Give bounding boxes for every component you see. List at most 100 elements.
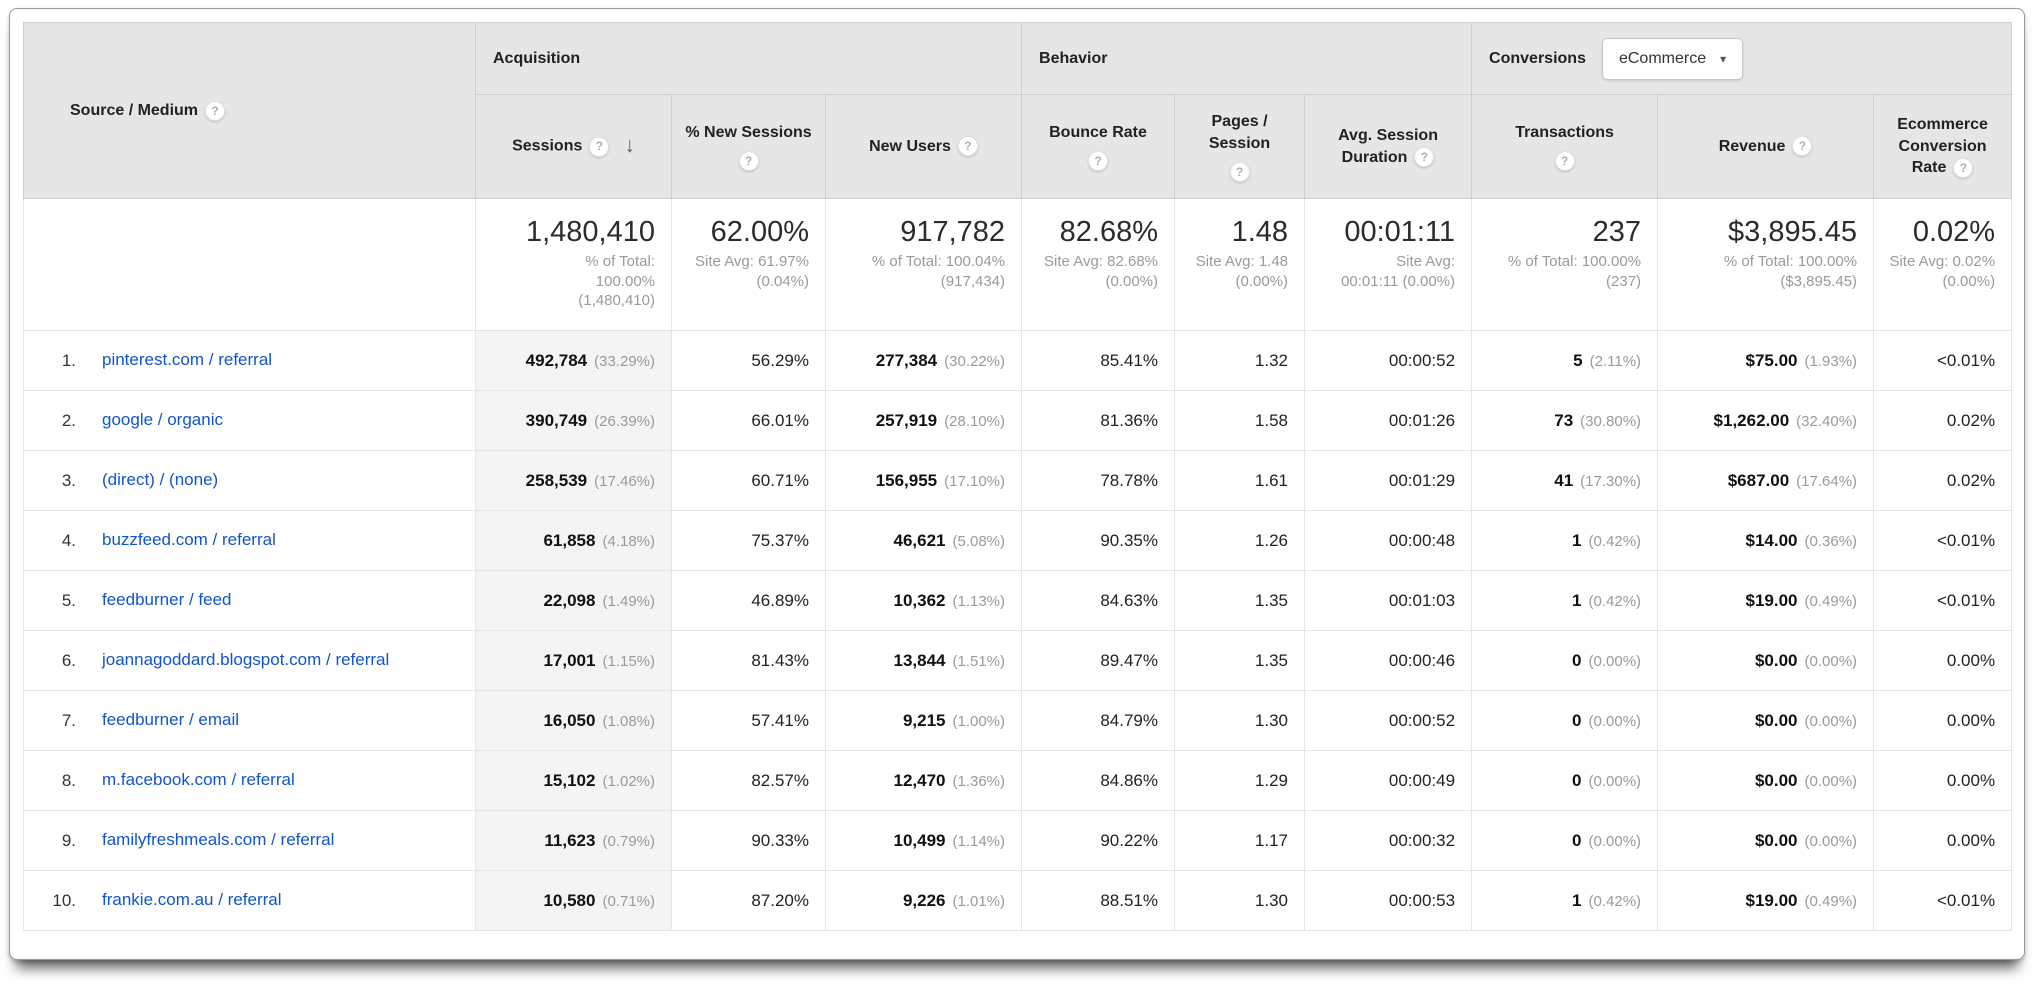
help-icon[interactable]: ?	[738, 150, 759, 171]
pages-session-cell: 1.35	[1174, 570, 1306, 631]
source-medium-cell: 1. pinterest.com / referral	[23, 330, 476, 391]
revenue-cell: $0.00 (0.00%)	[1657, 810, 1875, 871]
table-row: 3. (direct) / (none) 258,539 (17.46%) 60.…	[23, 450, 2013, 511]
sessions-cell: 492,784 (33.29%)	[475, 330, 672, 391]
group-header-acquisition: Acquisition	[474, 22, 1023, 95]
avg-session-duration-cell: 00:01:03	[1304, 570, 1473, 631]
bounce-rate-value: 84.79%	[1100, 710, 1159, 730]
pages-session-value: 1.26	[1254, 530, 1289, 550]
row-rank: 5.	[61, 590, 76, 610]
totals-bounce-cell: 82.68% Site Avg: 82.68% (0.00%)	[1021, 198, 1176, 331]
totals-pages-value: 1.48	[1231, 216, 1289, 248]
source-medium-link[interactable]: frankie.com.au / referral	[102, 890, 282, 910]
totals-row: 1,480,410 % of Total: 100.00% (1,480,410…	[23, 198, 2013, 331]
source-medium-link[interactable]: pinterest.com / referral	[102, 350, 273, 370]
revenue-cell: $0.00 (0.00%)	[1657, 630, 1875, 691]
help-icon[interactable]: ?	[1792, 136, 1813, 157]
source-medium-link[interactable]: (direct) / (none)	[102, 470, 219, 490]
pages-session-cell: 1.32	[1174, 330, 1306, 391]
row-rank: 3.	[61, 470, 76, 490]
bounce-rate-cell: 85.41%	[1021, 330, 1176, 391]
column-header-bounce-rate[interactable]: Bounce Rate?	[1021, 94, 1176, 199]
totals-duration-value: 00:01:11	[1344, 216, 1456, 248]
new-sessions-value: 46.89%	[751, 590, 809, 610]
pages-session-value: 1.29	[1254, 770, 1289, 790]
conversions-metric-dropdown[interactable]: eCommerce ▾	[1601, 37, 1744, 80]
avg-session-duration-cell: 00:00:48	[1304, 510, 1473, 571]
help-icon[interactable]: ?	[1554, 150, 1575, 171]
column-header-pages-session[interactable]: Pages / Session?	[1174, 94, 1306, 199]
ecr-value: <0.01%	[1936, 530, 1996, 550]
source-medium-link[interactable]: google / organic	[102, 410, 223, 430]
new-users-percent: (30.22%)	[944, 352, 1006, 370]
sessions-value: 61,858	[543, 530, 596, 550]
column-header-avg-session-duration[interactable]: Avg. Session Duration?	[1304, 94, 1473, 199]
help-icon[interactable]: ?	[205, 100, 226, 121]
source-medium-link[interactable]: buzzfeed.com / referral	[102, 530, 276, 550]
new-users-value: 46,621	[893, 530, 946, 550]
totals-new-sessions-cell: 62.00% Site Avg: 61.97% (0.04%)	[671, 198, 826, 331]
help-icon[interactable]: ?	[1953, 158, 1974, 179]
transactions-cell: 41 (17.30%)	[1471, 450, 1659, 511]
avg-session-duration-value: 00:01:26	[1388, 410, 1456, 430]
bounce-rate-value: 90.35%	[1100, 530, 1159, 550]
source-medium-cell: 7. feedburner / email	[23, 690, 476, 751]
transactions-cell: 0 (0.00%)	[1471, 690, 1659, 751]
new-users-cell: 277,384 (30.22%)	[824, 330, 1023, 391]
bounce-rate-value: 84.86%	[1100, 770, 1159, 790]
new-users-percent: (28.10%)	[944, 412, 1006, 430]
totals-sessions-note: % of Total: 100.00% (1,480,410)	[578, 253, 655, 310]
source-medium-link[interactable]: feedburner / feed	[102, 590, 232, 610]
source-medium-link[interactable]: joannagoddard.blogspot.com / referral	[102, 650, 390, 670]
column-header-revenue[interactable]: Revenue?	[1657, 94, 1875, 199]
column-header-new-users[interactable]: New Users?	[824, 94, 1023, 199]
source-medium-link[interactable]: m.facebook.com / referral	[102, 770, 295, 790]
column-header-new-sessions[interactable]: % New Sessions?	[671, 94, 826, 199]
avg-session-duration-value: 00:00:52	[1388, 350, 1456, 370]
new-users-value: 257,919	[875, 410, 938, 430]
new-sessions-value: 75.37%	[751, 530, 809, 550]
avg-session-duration-header-label: Avg. Session Duration	[1338, 126, 1438, 166]
new-sessions-cell: 87.20%	[671, 870, 826, 931]
new-users-value: 9,215	[902, 710, 946, 730]
source-medium-link[interactable]: feedburner / email	[102, 710, 240, 730]
column-header-source-medium[interactable]: Source / Medium?	[23, 22, 476, 199]
transactions-value: 0	[1572, 830, 1582, 850]
sessions-percent: (33.29%)	[594, 352, 655, 370]
conversions-label: Conversions	[1489, 49, 1586, 67]
avg-session-duration-value: 00:00:49	[1388, 770, 1456, 790]
revenue-value: $0.00	[1754, 710, 1798, 730]
bounce-rate-value: 84.63%	[1100, 590, 1159, 610]
column-header-ecommerce-conversion-rate[interactable]: Ecommerce Conversion Rate?	[1873, 94, 2013, 199]
row-rank: 2.	[61, 410, 76, 430]
ecr-cell: <0.01%	[1873, 570, 2013, 631]
source-medium-link[interactable]: familyfreshmeals.com / referral	[102, 830, 335, 850]
table-row: 10. frankie.com.au / referral 10,580 (0.7…	[23, 870, 2013, 931]
help-icon[interactable]: ?	[1088, 150, 1109, 171]
new-users-value: 13,844	[893, 650, 946, 670]
revenue-cell: $75.00 (1.93%)	[1657, 330, 1875, 391]
bounce-rate-cell: 88.51%	[1021, 870, 1176, 931]
new-users-value: 156,955	[875, 470, 938, 490]
help-icon[interactable]: ?	[589, 136, 610, 157]
sessions-header-label: Sessions	[512, 137, 583, 155]
totals-dimension-cell	[23, 198, 476, 331]
revenue-cell: $687.00 (17.64%)	[1657, 450, 1875, 511]
column-header-sessions[interactable]: Sessions? ↓	[475, 94, 672, 199]
help-icon[interactable]: ?	[1229, 161, 1250, 182]
totals-duration-cell: 00:01:11 Site Avg: 00:01:11 (0.00%)	[1304, 198, 1473, 331]
bounce-rate-cell: 84.63%	[1021, 570, 1176, 631]
ecr-cell: <0.01%	[1873, 870, 2013, 931]
sessions-value: 492,784	[525, 350, 588, 370]
new-users-cell: 9,215 (1.00%)	[824, 690, 1023, 751]
transactions-percent: (0.42%)	[1588, 892, 1642, 910]
help-icon[interactable]: ?	[957, 136, 978, 157]
sessions-percent: (4.18%)	[602, 532, 655, 550]
revenue-cell: $0.00 (0.00%)	[1657, 690, 1875, 751]
new-users-percent: (5.08%)	[952, 532, 1006, 550]
column-header-transactions[interactable]: Transactions?	[1471, 94, 1659, 199]
new-sessions-value: 60.71%	[751, 470, 809, 490]
pages-session-cell: 1.61	[1174, 450, 1306, 511]
transactions-cell: 1 (0.42%)	[1471, 870, 1659, 931]
help-icon[interactable]: ?	[1414, 147, 1435, 168]
